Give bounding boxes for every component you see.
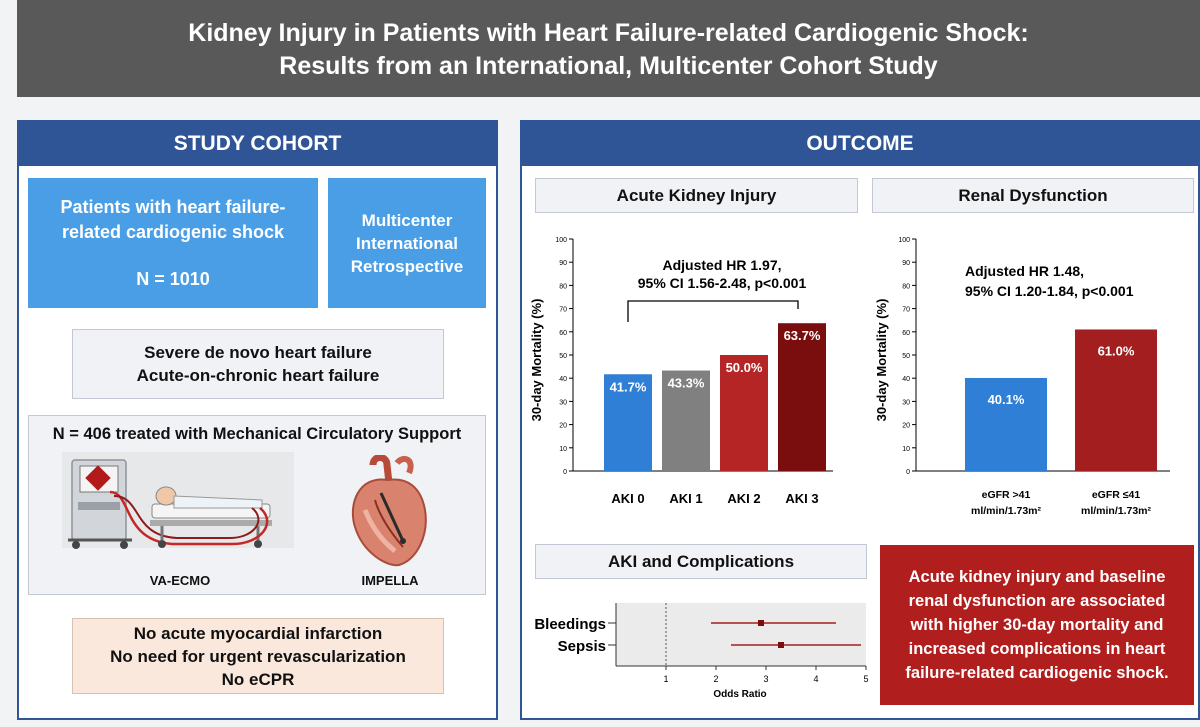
renal-ytick-label: 50 [902, 353, 910, 360]
patients-line-1: Patients with heart failure- [60, 196, 286, 217]
forest-row-label: Bleedings [534, 616, 606, 633]
impella-heart-illustration [351, 455, 427, 567]
renal-value-label: 40.1% [988, 392, 1025, 407]
forest-xtick-label: 1 [663, 674, 668, 684]
renal-ytick-label: 100 [898, 237, 910, 244]
device-2-label: IMPELLA [361, 573, 419, 588]
aki-bar [604, 374, 652, 471]
aki-category-label: AKI 3 [785, 491, 818, 506]
renal-category-label-line-2: ml/min/1.73m² [1081, 505, 1152, 517]
title-line-1: Kidney Injury in Patients with Heart Fai… [188, 19, 1029, 47]
title-line-2: Results from an International, Multicent… [279, 52, 938, 80]
aki-bar [720, 355, 768, 471]
complications-header: AKI and Complications [535, 544, 867, 579]
aki-ytick-label: 40 [559, 376, 567, 383]
aki-ytick-label: 80 [559, 283, 567, 290]
renal-ytick-label: 30 [902, 399, 910, 406]
renal-category-label-line-1: eGFR ≤41 [1092, 489, 1141, 501]
aki-ytick-label: 90 [559, 260, 567, 267]
va-ecmo-illustration [62, 452, 294, 549]
exclusion-line-3: No eCPR [221, 669, 295, 689]
renal-ytick-label: 70 [902, 307, 910, 314]
study-cohort-header: STUDY COHORT [19, 122, 496, 166]
renal-bar [965, 377, 1047, 471]
forest-plot-area [616, 603, 866, 666]
hf-line-1: Severe de novo heart failure [144, 343, 372, 362]
aki-ytick-label: 20 [559, 423, 567, 430]
aki-annotation-line-1: Adjusted HR 1.97, [662, 257, 781, 273]
conclusion-line-2: renal dysfunction are associated [908, 592, 1166, 610]
aki-comparison-bracket [627, 300, 799, 322]
renal-annotation-line-1: Adjusted HR 1.48, [965, 263, 1084, 279]
aki-category-label: AKI 2 [727, 491, 760, 506]
aki-ytick-label: 60 [559, 330, 567, 337]
design-line-2: International [355, 233, 458, 253]
title-bar: Kidney Injury in Patients with Heart Fai… [17, 0, 1200, 97]
aki-annotation-line-2: 95% CI 1.56-2.48, p<0.001 [638, 275, 807, 291]
renal-annotation-line-2: 95% CI 1.20-1.84, p<0.001 [965, 283, 1134, 299]
patients-box: Patients with heart failure- related car… [28, 178, 318, 308]
renal-category-label-line-1: eGFR >41 [982, 489, 1031, 501]
aki-category-label: AKI 0 [611, 491, 644, 506]
renal-value-label: 61.0% [1098, 343, 1135, 358]
aki-bar-chart: 30-day Mortality (%) 0 10 20 30 40 50 60 70 80 90… [529, 237, 833, 506]
conclusion-box: Acute kidney injury and baseline renal d… [880, 545, 1194, 705]
aki-ytick-label: 0 [563, 469, 567, 476]
complications-forest-plot: Bleedings Sepsis 1 2 3 4 5 Odds Ratio [534, 603, 869, 700]
n-total: N = 1010 [136, 268, 210, 289]
exclusion-line-2: No need for urgent revascularization [110, 646, 406, 666]
renal-ytick-label: 60 [902, 330, 910, 337]
aki-ytick-label: 10 [559, 446, 567, 453]
exclusion-line-1: No acute myocardial infarction [133, 623, 383, 643]
forest-x-axis-label: Odds Ratio [713, 689, 766, 700]
renal-bar-chart: 30-day Mortality (%) 0 10 20 30 40 50 60 70 80 90… [874, 237, 1170, 517]
forest-xtick-label: 3 [763, 674, 768, 684]
outcome-header: OUTCOME [522, 122, 1198, 166]
renal-ytick-label: 20 [902, 423, 910, 430]
aki-value-label: 43.3% [668, 376, 705, 391]
conclusion-line-3: with higher 30-day mortality and [910, 616, 1164, 634]
heart [351, 478, 427, 567]
impella-catheter [379, 492, 405, 542]
renal-ytick-label: 0 [906, 469, 910, 476]
heart-failure-type-box: Severe de novo heart failure Acute-on-ch… [72, 329, 444, 399]
renal-bar [1075, 329, 1157, 471]
forest-point-estimate [758, 620, 764, 626]
hf-line-2: Acute-on-chronic heart failure [136, 366, 380, 385]
forest-row-label: Sepsis [558, 638, 606, 655]
forest-xtick-label: 5 [863, 674, 868, 684]
renal-y-axis-label: 30-day Mortality (%) [874, 299, 889, 422]
patients-line-2: related cardiogenic shock [61, 221, 285, 242]
forest-xtick-label: 4 [813, 674, 818, 684]
aki-ytick-label: 70 [559, 307, 567, 314]
aki-bar [778, 323, 826, 471]
forest-xtick-label: 2 [713, 674, 718, 684]
renal-ytick-label: 10 [902, 446, 910, 453]
renal-header: Renal Dysfunction [872, 178, 1194, 213]
aki-y-axis-label: 30-day Mortality (%) [529, 299, 544, 422]
exclusion-box: No acute myocardial infarction No need f… [72, 618, 444, 694]
conclusion-line-5: failure-related cardiogenic shock. [905, 664, 1169, 682]
renal-ytick-label: 40 [902, 376, 910, 383]
conclusion-line-4: increased complications in heart [908, 640, 1166, 658]
device-1-label: VA-ECMO [149, 573, 211, 588]
design-line-1: Multicenter [361, 210, 453, 230]
mcs-title: N = 406 treated with Mechanical Circulat… [52, 425, 462, 443]
conclusion-line-1: Acute kidney injury and baseline [908, 568, 1166, 586]
aki-value-label: 63.7% [784, 328, 821, 343]
aki-ytick-label: 30 [559, 399, 567, 406]
design-line-3: Retrospective [350, 256, 464, 276]
aki-value-label: 50.0% [726, 360, 763, 375]
aki-category-label: AKI 1 [669, 491, 702, 506]
aki-value-label: 41.7% [610, 379, 647, 394]
renal-ytick-label: 80 [902, 283, 910, 290]
aki-ytick-label: 50 [559, 353, 567, 360]
design-box: Multicenter International Retrospective [328, 178, 486, 308]
forest-point-estimate [778, 642, 784, 648]
aki-header: Acute Kidney Injury [535, 178, 858, 213]
renal-category-label-line-2: ml/min/1.73m² [971, 505, 1042, 517]
aki-ytick-label: 100 [555, 237, 567, 244]
renal-ytick-label: 90 [902, 260, 910, 267]
aki-bar [662, 370, 710, 471]
